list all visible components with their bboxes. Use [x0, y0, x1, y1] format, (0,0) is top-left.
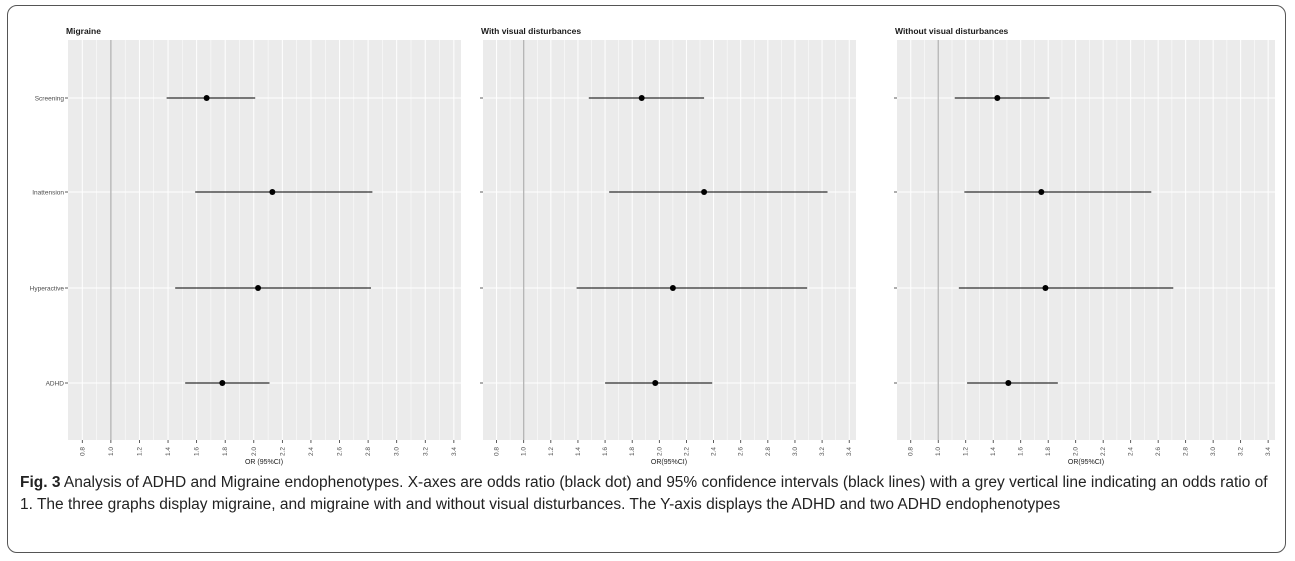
caption-label: Fig. 3 — [20, 474, 61, 491]
forest-panel-3: 0.8 1.0 1.2 1.4 1.6 1.8 2.0 2.2 2.4 2.6 2.8 3.0 3.2 3… — [894, 26, 1275, 466]
x-tick-label: 2.0 — [251, 447, 258, 456]
x-tick-label: 1.2 — [548, 447, 555, 456]
or-point — [203, 95, 210, 101]
or-point — [1038, 189, 1045, 195]
x-tick-label: 2.2 — [279, 447, 286, 456]
or-point — [669, 285, 676, 291]
x-tick-label: 2.2 — [1100, 447, 1107, 456]
x-axis-label: OR (95%CI) — [245, 459, 283, 466]
x-tick-label: 0.8 — [908, 447, 915, 456]
y-tick-label: Hyperactive — [30, 286, 65, 293]
panel-background — [483, 40, 856, 440]
caption-text: Analysis of ADHD and Migraine endophenot… — [20, 474, 1268, 513]
x-tick-label: 2.8 — [1183, 447, 1190, 456]
figure-caption: Fig. 3 Analysis of ADHD and Migraine end… — [20, 472, 1275, 516]
x-tick-label: 0.8 — [79, 447, 86, 456]
x-axis-label: OR(95%CI) — [651, 459, 687, 466]
x-tick-label: 1.0 — [108, 447, 115, 456]
forest-panel-1: 0.8 1.0 1.2 1.4 1.6 1.8 2.0 2.2 2.4 2.6 2.8 3.0 3.2 3… — [30, 26, 461, 466]
x-tick-label: 3.2 — [819, 447, 826, 456]
x-tick-label: 1.0 — [521, 447, 528, 456]
x-tick-label: 3.2 — [1238, 447, 1245, 456]
x-tick-label: 3.4 — [846, 447, 853, 456]
x-axis-label: OR(95%CI) — [1068, 459, 1104, 466]
panel-title: With visual disturbances — [481, 26, 581, 36]
x-tick-label: 2.4 — [308, 447, 315, 456]
x-tick-label: 2.4 — [1128, 447, 1135, 456]
x-tick-label: 1.2 — [136, 447, 143, 456]
forest-panel-2: 0.8 1.0 1.2 1.4 1.6 1.8 2.0 2.2 2.4 2.6 2.8 3.0 3.2 3… — [480, 26, 856, 466]
x-tick-label: 2.6 — [738, 447, 745, 456]
x-tick-label: 2.6 — [1155, 447, 1162, 456]
x-tick-label: 1.6 — [194, 447, 201, 456]
or-point — [652, 380, 659, 386]
x-tick-label: 0.8 — [494, 447, 501, 456]
x-tick-label: 1.4 — [990, 447, 997, 456]
panel-title: Migraine — [66, 26, 101, 36]
x-tick-label: 1.8 — [629, 447, 636, 456]
or-point — [1042, 285, 1049, 291]
x-tick-label: 1.4 — [575, 447, 582, 456]
x-tick-label: 3.0 — [1210, 447, 1217, 456]
x-tick-label: 2.8 — [765, 447, 772, 456]
or-point — [219, 380, 226, 386]
panel-background — [897, 40, 1275, 440]
x-tick-label: 1.0 — [935, 447, 942, 456]
x-tick-label: 1.4 — [165, 447, 172, 456]
y-tick-label: Inattension — [32, 190, 64, 197]
x-tick-label: 3.0 — [394, 447, 401, 456]
x-tick-label: 2.4 — [711, 447, 718, 456]
panel-title: Without visual disturbances — [895, 26, 1009, 36]
or-point — [994, 95, 1001, 101]
x-tick-label: 3.4 — [1265, 447, 1272, 456]
x-tick-label: 2.8 — [365, 447, 372, 456]
x-tick-label: 2.2 — [683, 447, 690, 456]
x-tick-label: 1.6 — [1018, 447, 1025, 456]
y-tick-label: Screening — [35, 96, 65, 103]
x-tick-label: 3.0 — [792, 447, 799, 456]
or-point — [701, 189, 708, 195]
or-point — [638, 95, 645, 101]
x-tick-label: 2.0 — [1073, 447, 1080, 456]
x-tick-label: 2.6 — [337, 447, 344, 456]
panel-background — [68, 40, 461, 440]
forest-plot-figure: 0.8 1.0 1.2 1.4 1.6 1.8 2.0 2.2 2.4 2.6 2.8 3.0 3.2 3… — [30, 26, 1275, 466]
x-tick-label: 3.2 — [422, 447, 429, 456]
x-tick-label: 1.8 — [1045, 447, 1052, 456]
x-tick-label: 3.4 — [451, 447, 458, 456]
or-point — [1005, 380, 1012, 386]
or-point — [255, 285, 262, 291]
or-point — [269, 189, 276, 195]
x-tick-label: 1.8 — [222, 447, 229, 456]
x-tick-label: 1.2 — [963, 447, 970, 456]
x-tick-label: 1.6 — [602, 447, 609, 456]
y-tick-label: ADHD — [46, 381, 65, 388]
x-tick-label: 2.0 — [656, 447, 663, 456]
